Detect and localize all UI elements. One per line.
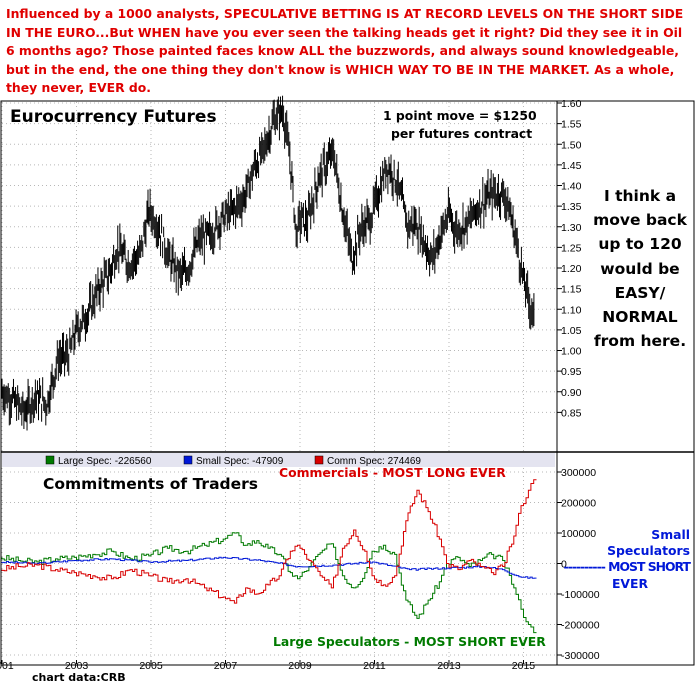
point-value-note-line1: 1 point move = $1250 xyxy=(383,108,537,123)
cot-legend-swatch xyxy=(183,455,193,465)
headline-commentary: Influenced by a 1000 analysts, SPECULATI… xyxy=(6,6,684,95)
price-y-tick-label: 1.60 xyxy=(561,98,582,110)
price-y-ticks: 1.60 1.55 1.50 1.45 1.40 1.35 1.30 1.25 1.20 1.15… xyxy=(557,98,582,419)
price-y-tick-label: 1.45 xyxy=(561,160,582,172)
cot-x-tick-label: 2013 xyxy=(437,660,461,672)
commercials-annotation: Commercials - MOST LONG EVER xyxy=(279,465,506,480)
cot-y-tick-label: 0 xyxy=(561,559,567,571)
price-grid xyxy=(1,102,557,452)
cot-y-tick-label: 100000 xyxy=(561,528,596,540)
cot-grid xyxy=(1,468,557,660)
price-y-tick-label: 1.55 xyxy=(561,119,582,131)
price-y-tick-label: 1.10 xyxy=(561,304,582,316)
price-y-tick-label: 1.05 xyxy=(561,325,582,337)
cot-legend-bar xyxy=(2,453,555,467)
cot-legend: Large Spec: -226560 Small Spec: -47909 Com… xyxy=(2,453,555,467)
large-spec-annotation: Large Speculators - MOST SHORT EVER xyxy=(273,634,546,649)
price-y-tick-label: 1.15 xyxy=(561,284,582,296)
cot-x-tick-label: 2015 xyxy=(512,660,536,672)
cot-x-tick-label: 2007 xyxy=(214,660,238,672)
cot-x-tick-label: 2009 xyxy=(288,660,312,672)
cot-series-large-spec xyxy=(1,532,537,634)
cot-y-tick-label: -200000 xyxy=(561,620,600,632)
price-y-tick-label: 0.95 xyxy=(561,366,582,378)
price-y-tick-label: 1.50 xyxy=(561,139,582,151)
small-spec-note-line2: Speculators xyxy=(607,543,690,559)
cot-y-tick-label: 200000 xyxy=(561,498,596,510)
cot-series-comm-spec xyxy=(1,479,537,604)
cot-series-lines xyxy=(1,479,537,634)
cot-x-tick-label: 2003 xyxy=(65,660,89,672)
cot-legend-swatch xyxy=(314,455,324,465)
price-y-tick-label: 1.20 xyxy=(561,263,582,275)
price-y-tick-label: 0.85 xyxy=(561,407,582,419)
chart-frames xyxy=(0,100,695,666)
price-y-tick-label: 1.30 xyxy=(561,222,582,234)
cot-legend-label: Comm Spec: 274469 xyxy=(327,456,421,467)
cot-y-tick-label: 300000 xyxy=(561,467,596,479)
cot-y-tick-label: -300000 xyxy=(561,650,600,662)
price-y-tick-label: 1.35 xyxy=(561,201,582,213)
small-spec-note-line3: ---------- MOST SHORT xyxy=(563,559,691,575)
price-y-tick-label: 1.25 xyxy=(561,242,582,254)
price-y-tick-label: 1.40 xyxy=(561,181,582,193)
cot-y-ticks: 300000 200000 100000 0 -100000 -200000 -300000 xyxy=(557,467,600,662)
cot-chart-title: Commitments of Traders xyxy=(43,475,258,493)
cot-x-tick-label: 2011 xyxy=(363,660,386,672)
chart-source-label: chart data:CRB xyxy=(32,671,126,684)
side-note-forecast: I think a move back up to 120 would be E… xyxy=(593,187,687,351)
cot-x-ticks: 2001 2003 2005 2007 2009 2011 2013 2015 xyxy=(0,660,535,672)
price-bars xyxy=(1,95,535,431)
small-spec-note-line4: EVER xyxy=(611,575,649,591)
outer-frame xyxy=(0,100,695,666)
cot-y-tick-label: -100000 xyxy=(561,589,600,601)
cot-legend-label: Large Spec: -226560 xyxy=(58,456,152,467)
small-spec-annotation: Small Speculators ---------- MOST SHORT … xyxy=(530,527,691,592)
price-y-tick-label: 0.90 xyxy=(561,387,582,399)
price-y-tick-label: 1.00 xyxy=(561,346,582,358)
small-spec-note-line1: Small xyxy=(651,527,690,542)
price-chart-title: Eurocurrency Futures xyxy=(10,107,217,127)
cot-legend-swatch xyxy=(45,455,55,465)
cot-series-small-spec xyxy=(1,556,537,579)
cot-legend-label: Small Spec: -47909 xyxy=(196,456,284,467)
point-value-note-line2: per futures contract xyxy=(391,126,532,141)
cot-x-tick-label: 2005 xyxy=(139,660,163,672)
cot-x-tick-label: 2001 xyxy=(0,660,14,672)
